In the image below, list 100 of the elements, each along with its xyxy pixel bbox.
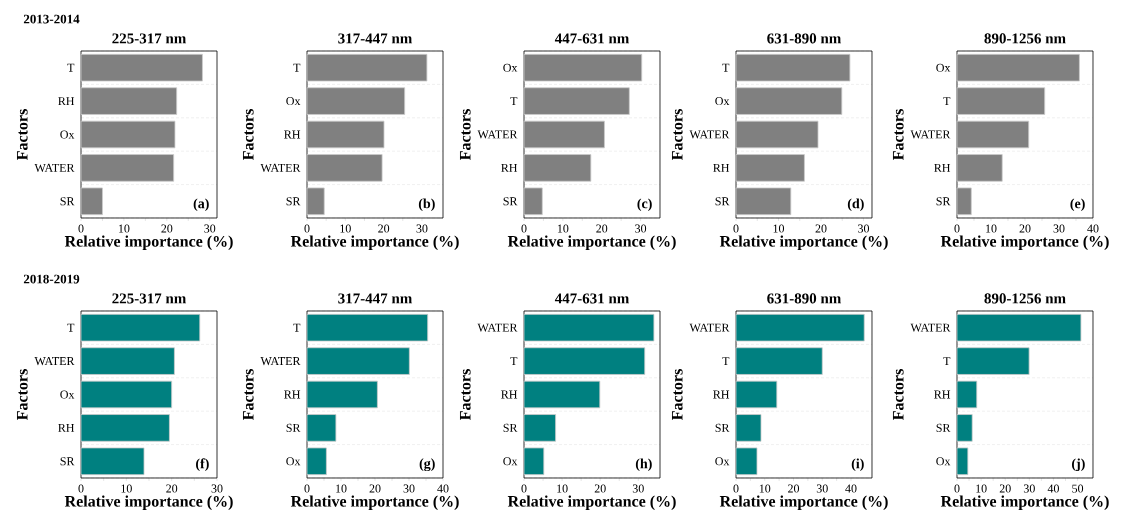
y-tick-label: SR xyxy=(936,423,951,432)
bar xyxy=(735,447,758,476)
y-tick-label: RH xyxy=(58,97,75,106)
y-tick-label: T xyxy=(943,97,951,106)
chart-subtitle: 2013-2014 xyxy=(23,14,80,24)
y-tick-label: T xyxy=(293,323,301,332)
x-axis-title: Relative importance (%) xyxy=(64,235,233,250)
x-tick-label: 20 xyxy=(161,224,173,233)
x-tick-label: 10 xyxy=(557,224,569,233)
chart-subtitle: 2018-2019 xyxy=(23,274,80,284)
bar xyxy=(523,120,605,149)
chart-title: 890-1256 nm xyxy=(984,293,1066,304)
bar xyxy=(523,53,643,82)
bar xyxy=(80,380,173,409)
bar xyxy=(956,187,972,216)
x-tick-label: 30 xyxy=(635,224,647,233)
bar xyxy=(956,53,1080,82)
bar xyxy=(306,187,325,216)
y-axis-title: Factors xyxy=(459,109,471,160)
y-tick-label: SR xyxy=(503,423,518,432)
y-axis-title: Factors xyxy=(892,109,904,160)
chart-title: 317-447 nm xyxy=(338,293,413,304)
y-axis-title: Factors xyxy=(459,369,471,420)
x-axis-title: Relative importance (%) xyxy=(719,235,888,250)
y-axis-title: Factors xyxy=(16,369,28,420)
x-axis-title: Relative importance (%) xyxy=(507,235,676,250)
x-tick-label: 0 xyxy=(78,224,84,233)
x-tick-label: 0 xyxy=(78,484,84,493)
bar xyxy=(735,313,865,342)
y-tick-label: Ox xyxy=(286,97,301,106)
x-tick-label: 30 xyxy=(403,484,415,493)
bar xyxy=(956,414,973,442)
bar xyxy=(306,313,429,342)
bar xyxy=(956,120,1030,149)
y-tick-label: RH xyxy=(284,130,301,139)
bar xyxy=(956,447,969,476)
y-axis-title: Factors xyxy=(671,109,683,160)
y-tick-label: SR xyxy=(286,197,301,206)
bar xyxy=(956,87,1046,115)
x-tick-label: 30 xyxy=(816,484,828,493)
y-tick-label: WATER xyxy=(34,163,75,172)
x-tick-label: 50 xyxy=(1072,484,1084,493)
x-tick-label: 30 xyxy=(204,224,216,233)
chart-title: 447-631 nm xyxy=(554,33,630,44)
x-tick-label: 0 xyxy=(304,484,310,493)
annotation: (g) xyxy=(419,458,435,472)
x-tick-label: 20 xyxy=(166,484,178,493)
x-tick-label: 30 xyxy=(858,224,870,233)
y-tick-label: SR xyxy=(60,197,75,206)
bar xyxy=(735,347,823,375)
y-tick-label: T xyxy=(510,97,518,106)
y-tick-label: T xyxy=(67,323,75,332)
x-tick-label: 20 xyxy=(378,224,390,233)
x-tick-label: 10 xyxy=(121,484,132,493)
x-tick-label: 0 xyxy=(954,224,960,233)
y-tick-label: SR xyxy=(936,197,951,206)
y-tick-label: WATER xyxy=(34,357,75,366)
bar xyxy=(523,313,655,342)
x-tick-label: 40 xyxy=(437,484,449,493)
x-tick-label: 0 xyxy=(304,224,310,233)
annotation: (a) xyxy=(193,198,209,212)
bar xyxy=(735,154,805,182)
annotation: (d) xyxy=(847,198,864,212)
y-tick-label: SR xyxy=(60,457,75,466)
y-tick-label: WATER xyxy=(689,323,730,332)
bar xyxy=(956,154,1003,182)
x-tick-label: 0 xyxy=(733,224,739,233)
x-tick-label: 0 xyxy=(954,484,960,493)
x-axis-title: Relative importance (%) xyxy=(507,495,676,510)
y-tick-label: Ox xyxy=(503,457,518,466)
bar xyxy=(80,414,170,442)
annotation: (h) xyxy=(635,458,652,472)
bar xyxy=(523,347,646,375)
x-tick-label: 40 xyxy=(845,484,857,493)
y-tick-label: Ox xyxy=(715,457,730,466)
bar xyxy=(80,347,175,375)
bar xyxy=(523,380,601,409)
y-tick-label: WATER xyxy=(260,163,301,172)
bar xyxy=(735,187,792,216)
bar xyxy=(523,447,545,476)
x-axis-title: Relative importance (%) xyxy=(719,495,888,510)
y-tick-label: WATER xyxy=(910,323,951,332)
y-tick-label: SR xyxy=(286,423,301,432)
x-tick-label: 10 xyxy=(986,224,997,233)
x-tick-label: 0 xyxy=(733,484,739,493)
x-tick-label: 40 xyxy=(1087,224,1099,233)
x-tick-label: 30 xyxy=(632,484,644,493)
y-axis-title: Factors xyxy=(16,109,28,160)
y-tick-label: T xyxy=(67,63,75,72)
bar xyxy=(523,187,543,216)
bar xyxy=(735,87,843,115)
bar xyxy=(735,120,819,149)
bar xyxy=(306,447,327,476)
chart-title: 631-890 nm xyxy=(767,33,842,44)
x-tick-label: 20 xyxy=(1019,224,1031,233)
x-tick-label: 30 xyxy=(211,484,223,493)
bar xyxy=(735,380,778,409)
y-tick-label: T xyxy=(722,357,730,366)
chart-title: 317-447 nm xyxy=(338,33,413,44)
y-tick-label: Ox xyxy=(715,97,730,106)
